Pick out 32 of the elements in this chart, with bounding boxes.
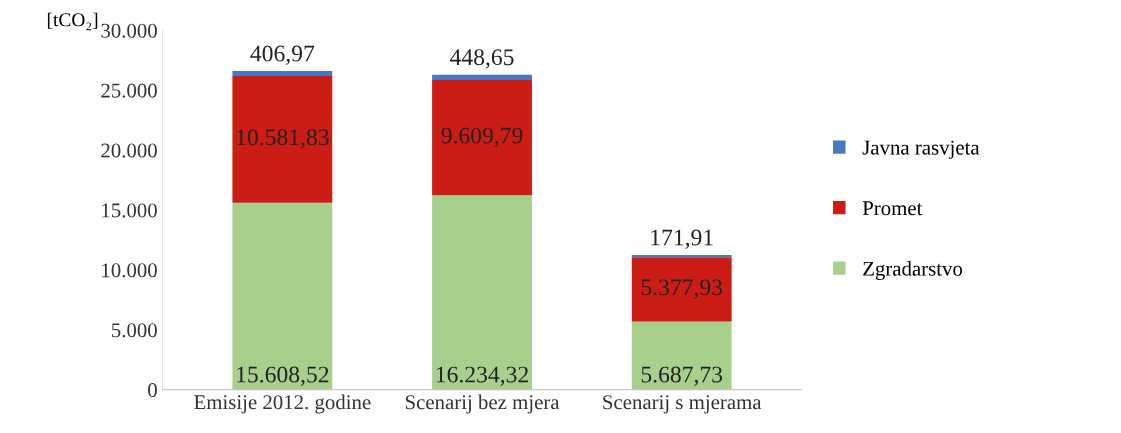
y-tick-label: 20.000 xyxy=(101,143,157,158)
legend-label: Zgradarstvo xyxy=(863,261,963,281)
bar xyxy=(432,80,532,196)
data-label: 15.608,52 xyxy=(237,366,329,386)
bar xyxy=(631,257,732,322)
data-label: 5.377,93 xyxy=(641,279,723,299)
bar xyxy=(432,195,532,390)
y-axis-title: [tCO₂] xyxy=(47,12,98,31)
bar xyxy=(432,74,532,81)
data-label: 5.687,73 xyxy=(641,366,723,386)
bar xyxy=(232,71,333,76)
data-label: 9.609,79 xyxy=(441,127,523,147)
x-tick-label: Scenarij bez mjera xyxy=(405,394,560,414)
data-label: 171,91 xyxy=(651,229,713,249)
legend-label: Promet xyxy=(862,201,923,216)
data-label: 448,65 xyxy=(450,49,514,69)
data-label: 406,97 xyxy=(250,45,315,65)
x-tick-label: Scenarij s mjerama xyxy=(603,395,762,414)
bar xyxy=(631,255,732,258)
y-tick-label: 10.000 xyxy=(102,263,157,278)
y-tick-label: 30.000 xyxy=(101,23,157,38)
data-label: 10.581,83 xyxy=(237,129,329,149)
y-tick-label: 0 xyxy=(148,383,157,398)
y-tick-label: 25.000 xyxy=(101,83,157,98)
x-tick-label: Emisije 2012. godine xyxy=(194,394,371,414)
legend-label: Javna rasvjeta xyxy=(862,140,980,159)
y-tick-label: 5.000 xyxy=(112,323,157,338)
y-tick-label: 15.000 xyxy=(102,203,157,218)
data-label: 16.234,32 xyxy=(436,366,528,386)
bar xyxy=(232,202,333,390)
bar xyxy=(631,321,732,390)
bar xyxy=(232,75,333,203)
